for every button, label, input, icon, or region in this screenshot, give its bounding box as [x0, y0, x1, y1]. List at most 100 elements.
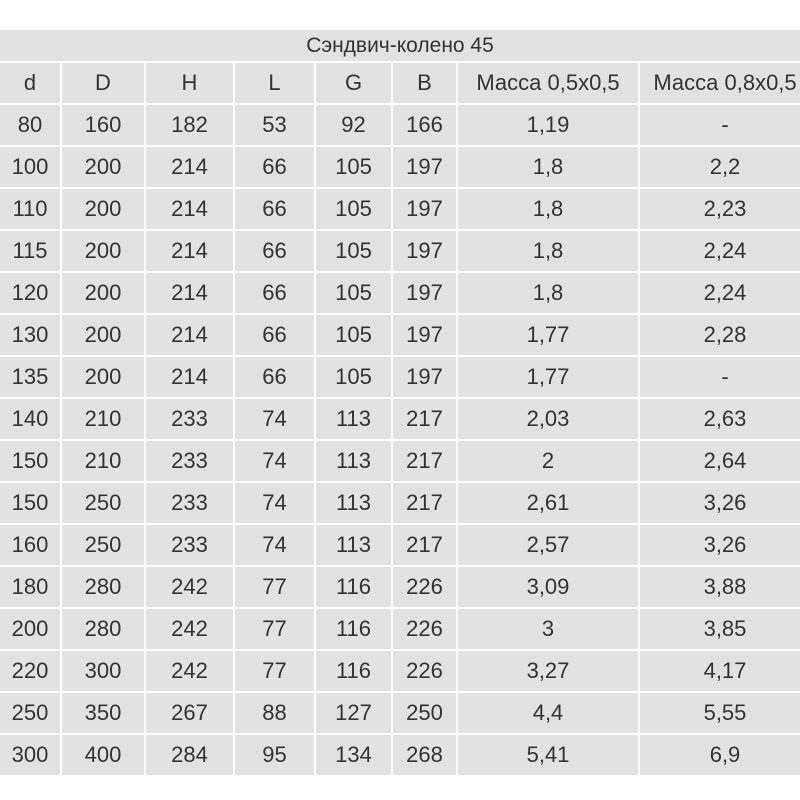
table-cell: 100 [0, 147, 62, 189]
column-header: G [316, 63, 393, 105]
table-cell: 113 [316, 399, 393, 441]
table-cell: 242 [146, 567, 235, 609]
table-cell: 200 [62, 273, 146, 315]
table-cell: 200 [62, 147, 146, 189]
column-header: d [0, 63, 62, 105]
table-cell: 105 [316, 147, 393, 189]
table-cell: 2,64 [640, 441, 800, 483]
table-cell: 77 [235, 567, 316, 609]
table-cell: 197 [393, 357, 458, 399]
table-cell: 250 [393, 693, 458, 735]
table-cell: 214 [146, 147, 235, 189]
table-cell: 226 [393, 609, 458, 651]
table-cell: 92 [316, 105, 393, 147]
table-cell: 113 [316, 483, 393, 525]
table-cell: 135 [0, 357, 62, 399]
table-cell: 210 [62, 441, 146, 483]
table-cell: 2,23 [640, 189, 800, 231]
table-cell: 3,27 [458, 651, 640, 693]
table-cell: 214 [146, 231, 235, 273]
table-cell: 115 [0, 231, 62, 273]
table-cell: 134 [316, 735, 393, 777]
table-cell: 197 [393, 189, 458, 231]
table-cell: 2 [458, 441, 640, 483]
table-cell: 5,41 [458, 735, 640, 777]
table-cell: 66 [235, 231, 316, 273]
table-cell: 300 [0, 735, 62, 777]
table-cell: 214 [146, 189, 235, 231]
table-cell: 242 [146, 651, 235, 693]
table-cell: 226 [393, 567, 458, 609]
table-cell: 250 [0, 693, 62, 735]
table-cell: 197 [393, 231, 458, 273]
table-cell: 200 [62, 231, 146, 273]
table-cell: 200 [62, 357, 146, 399]
table-cell: 1,19 [458, 105, 640, 147]
column-header: Масса 0,8x0,5 [640, 63, 800, 105]
table-cell: 66 [235, 147, 316, 189]
table-cell: 267 [146, 693, 235, 735]
table-cell: 166 [393, 105, 458, 147]
table-cell: 130 [0, 315, 62, 357]
column-header: L [235, 63, 316, 105]
table-cell: 1,8 [458, 231, 640, 273]
table-cell: 233 [146, 399, 235, 441]
table-cell: 200 [62, 315, 146, 357]
table-cell: 140 [0, 399, 62, 441]
table-cell: 74 [235, 441, 316, 483]
table-cell: 180 [0, 567, 62, 609]
table-cell: 233 [146, 525, 235, 567]
table-cell: 105 [316, 273, 393, 315]
table-cell: 284 [146, 735, 235, 777]
table-cell: 200 [62, 189, 146, 231]
table-cell: 113 [316, 525, 393, 567]
table-cell: 53 [235, 105, 316, 147]
table-cell: 242 [146, 609, 235, 651]
table-cell: 2,61 [458, 483, 640, 525]
table-cell: 127 [316, 693, 393, 735]
table-cell: 150 [0, 441, 62, 483]
table-cell: 217 [393, 441, 458, 483]
table-cell: 210 [62, 399, 146, 441]
table-cell: 150 [0, 483, 62, 525]
table-cell: 66 [235, 273, 316, 315]
table-cell: 2,28 [640, 315, 800, 357]
table-cell: 280 [62, 567, 146, 609]
table-cell: 66 [235, 315, 316, 357]
table-cell: 1,77 [458, 315, 640, 357]
table-cell: 197 [393, 273, 458, 315]
table-cell: 66 [235, 357, 316, 399]
table-cell: 105 [316, 357, 393, 399]
table-cell: 1,8 [458, 273, 640, 315]
table-cell: 116 [316, 609, 393, 651]
table-cell: 113 [316, 441, 393, 483]
table-cell: 3,85 [640, 609, 800, 651]
table-cell: 2,03 [458, 399, 640, 441]
table-cell: 350 [62, 693, 146, 735]
table-cell: 2,2 [640, 147, 800, 189]
table-cell: 1,77 [458, 357, 640, 399]
table-cell: 280 [62, 609, 146, 651]
table-cell: 74 [235, 483, 316, 525]
table-cell: 74 [235, 525, 316, 567]
table-cell: 1,8 [458, 189, 640, 231]
table-cell: 3,26 [640, 525, 800, 567]
table-cell: 200 [0, 609, 62, 651]
table-title: Сэндвич-колено 45 [0, 30, 800, 63]
table-cell: 3,26 [640, 483, 800, 525]
table-cell: 6,9 [640, 735, 800, 777]
table-cell: 214 [146, 357, 235, 399]
column-header: D [62, 63, 146, 105]
table-cell: 95 [235, 735, 316, 777]
table-cell: 105 [316, 189, 393, 231]
table-cell: 160 [62, 105, 146, 147]
table-cell: 1,8 [458, 147, 640, 189]
table-cell: 217 [393, 525, 458, 567]
column-header: H [146, 63, 235, 105]
table-cell: 400 [62, 735, 146, 777]
table-cell: 268 [393, 735, 458, 777]
table-cell: 220 [0, 651, 62, 693]
table-cell: 197 [393, 315, 458, 357]
table-cell: - [640, 357, 800, 399]
